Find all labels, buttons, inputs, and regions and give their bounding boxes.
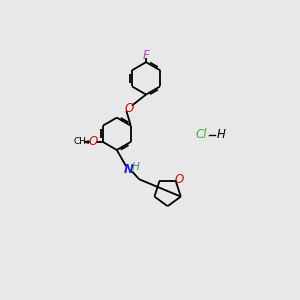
Text: H: H — [217, 128, 226, 141]
Text: H: H — [132, 162, 140, 172]
Text: CH₃: CH₃ — [74, 137, 90, 146]
Text: O: O — [174, 173, 184, 186]
Text: O: O — [124, 102, 134, 115]
Text: F: F — [143, 49, 149, 62]
Text: N: N — [124, 163, 134, 176]
Text: Cl: Cl — [196, 128, 207, 141]
Text: O: O — [88, 135, 98, 148]
